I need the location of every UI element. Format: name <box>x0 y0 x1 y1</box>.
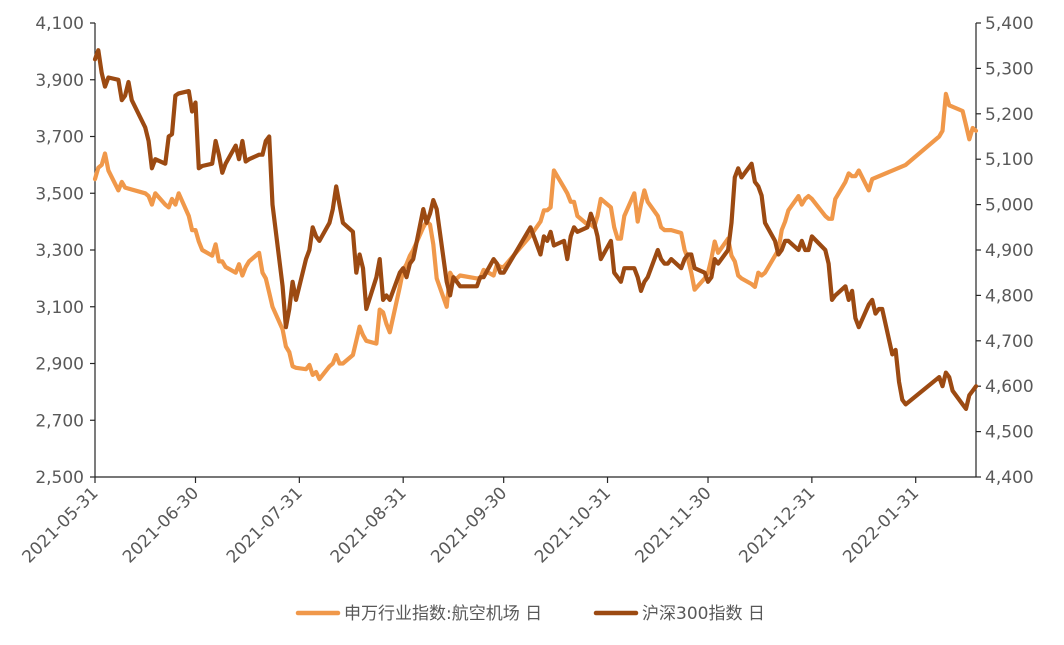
x-tick-label: 2022-01-31 <box>839 483 923 567</box>
series-line-1 <box>92 48 979 411</box>
legend-label-1: 沪深300指数 日 <box>642 604 765 624</box>
series-line-0 <box>92 91 979 382</box>
right-tick-label: 4,700 <box>985 332 1034 352</box>
x-tick-label: 2021-08-31 <box>327 483 411 567</box>
left-tick-label: 2,500 <box>35 468 84 488</box>
left-tick-label: 4,100 <box>35 14 84 34</box>
x-tick-label: 2021-11-30 <box>632 483 716 567</box>
legend-label-0: 申万行业指数:航空机场 日 <box>344 604 542 624</box>
right-tick-label: 5,300 <box>985 59 1034 79</box>
right-tick-label: 5,400 <box>985 14 1034 34</box>
right-tick-label: 4,500 <box>985 423 1034 443</box>
left-tick-label: 2,900 <box>35 355 84 375</box>
left-tick-label: 3,900 <box>35 71 84 91</box>
x-tick-label: 2021-06-30 <box>119 483 203 567</box>
left-tick-label: 3,700 <box>35 128 84 148</box>
x-tick-label: 2021-10-31 <box>531 483 615 567</box>
x-tick-label: 2021-05-31 <box>19 483 103 567</box>
left-tick-label: 3,500 <box>35 184 84 204</box>
left-tick-label: 3,100 <box>35 298 84 318</box>
right-y-axis: 4,400 4,500 4,600 4,700 4,800 4,900 5,000 5,100… <box>975 14 1034 488</box>
right-tick-label: 4,900 <box>985 241 1034 261</box>
right-tick-label: 4,400 <box>985 468 1034 488</box>
right-tick-label: 4,800 <box>985 286 1034 306</box>
legend: 申万行业指数:航空机场 日 沪深300指数 日 <box>295 604 765 624</box>
left-tick-label: 3,300 <box>35 241 84 261</box>
left-tick-label: 2,700 <box>35 411 84 431</box>
right-tick-label: 5,100 <box>985 150 1034 170</box>
right-tick-label: 5,000 <box>985 196 1034 216</box>
x-tick-label: 2021-09-30 <box>427 483 511 567</box>
right-tick-label: 5,200 <box>985 105 1034 125</box>
x-tick-label: 2021-07-31 <box>223 483 307 567</box>
right-tick-label: 4,600 <box>985 377 1034 397</box>
plot-area <box>92 48 979 411</box>
left-y-axis: 2,500 2,700 2,900 3,100 3,300 3,500 3,700 3,900… <box>35 14 96 488</box>
x-tick-label: 2021-12-31 <box>735 483 819 567</box>
x-axis: 2021-05-31 2021-06-30 2021-07-31 2021-08-31… <box>19 476 976 567</box>
